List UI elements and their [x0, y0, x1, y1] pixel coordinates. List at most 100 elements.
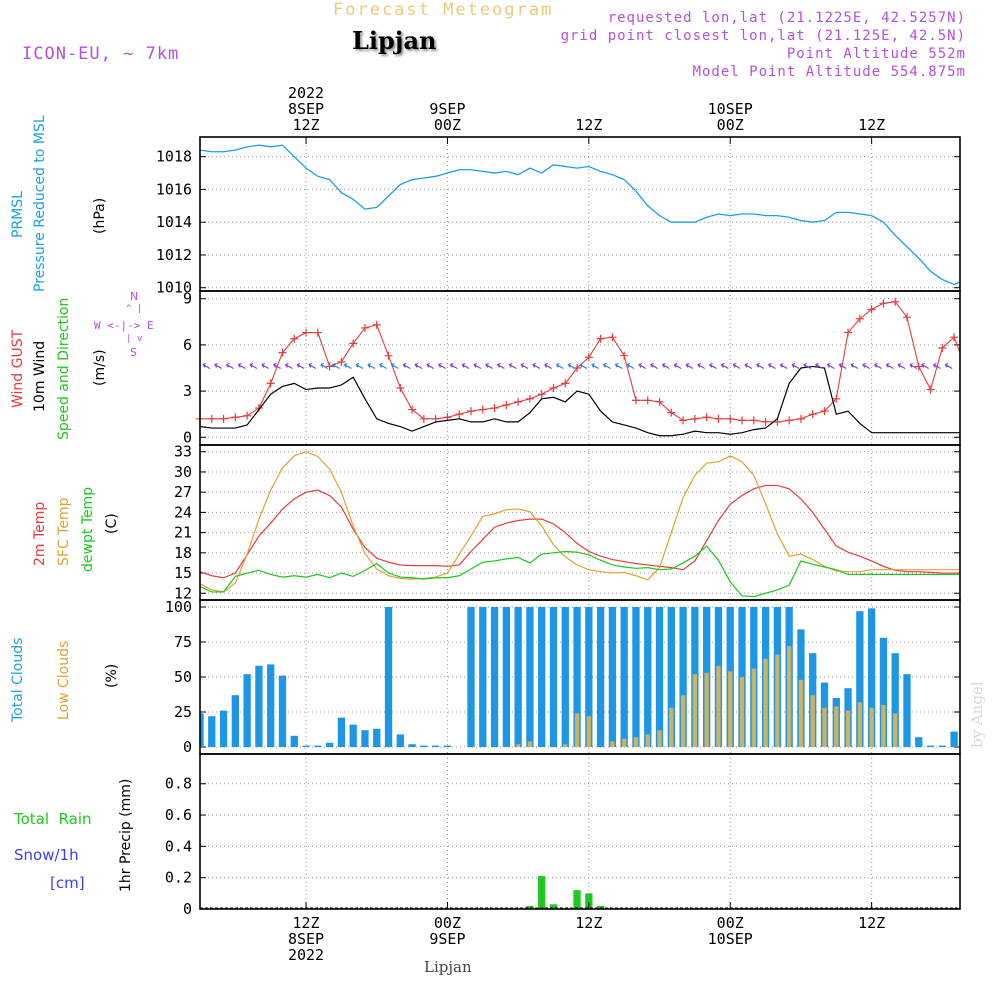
gust-marker [844, 328, 853, 337]
total-cloud-bar [255, 665, 263, 747]
wind-direction-arrow [744, 362, 753, 369]
y-tick-label: 1016 [156, 180, 192, 198]
total-cloud-bar [573, 607, 581, 747]
total-cloud-bar [950, 731, 958, 747]
gust-marker [219, 414, 228, 423]
gust-marker [926, 385, 935, 394]
gust-marker [490, 404, 499, 413]
wind-direction-arrow [320, 362, 328, 369]
y-tick-label: 0.2 [165, 869, 192, 887]
gust-marker [467, 407, 476, 416]
low-cloud-bar [680, 695, 686, 747]
top-time-label: 00Z [434, 116, 461, 134]
wind-direction-arrow [661, 362, 670, 369]
total-cloud-bar [538, 607, 546, 747]
total-cloud-bar [432, 745, 440, 747]
wind-direction-arrow [897, 362, 906, 369]
gust-marker [820, 407, 829, 416]
total-cloud-bar [514, 607, 522, 747]
bottom-time-label: 10SEP [708, 930, 753, 948]
wind-direction-arrow [202, 362, 211, 369]
compass-arrow-n: ^ | [126, 304, 143, 314]
low-cloud-bar [692, 674, 698, 747]
gust-marker [596, 334, 605, 343]
wind-direction-arrow [697, 362, 706, 369]
y-tick-label: 15 [174, 564, 192, 582]
bottom-time-label: 12Z [858, 914, 885, 932]
y-tick-label: 21 [174, 524, 192, 542]
t2m-line [200, 484, 960, 579]
wind-direction-arrow [732, 362, 741, 369]
total-cloud-bar [200, 713, 204, 747]
wind-direction-arrow [461, 362, 470, 369]
total-cloud-bar [219, 710, 228, 747]
wind-direction-arrow [485, 362, 493, 369]
y-tick-label: 1018 [156, 148, 192, 166]
gust-marker [478, 405, 487, 414]
gust-marker [667, 408, 676, 417]
product-title: Forecast Meteogram [333, 0, 554, 20]
wind-direction-arrow [932, 362, 941, 369]
gust-marker [360, 323, 369, 332]
gust-marker [643, 396, 652, 405]
low-cloud-bar [669, 707, 674, 747]
total-cloud-bar [549, 607, 558, 747]
bottom-time-label: 12Z [575, 914, 602, 932]
y-tick-label: 1010 [156, 279, 192, 297]
gust-marker [514, 397, 523, 406]
gust-marker [679, 416, 688, 425]
y-tick-label: 0 [183, 428, 192, 446]
total-cloud-bar [891, 653, 899, 747]
y-tick-label: 18 [174, 544, 192, 562]
gust-marker [384, 351, 393, 360]
wind-direction-arrow [756, 362, 764, 369]
top-time-label: 12Z [292, 116, 319, 134]
wind-direction-arrow [803, 362, 812, 369]
wind-direction-arrow [826, 362, 835, 369]
total-cloud-bar [396, 734, 404, 747]
gust-marker [455, 410, 464, 419]
gust-marker [808, 410, 817, 419]
y-tick-label: 75 [174, 633, 192, 651]
total-cloud-bar [879, 637, 888, 747]
low-cloud-bar [515, 744, 521, 747]
y-tick-label: 0.8 [165, 775, 192, 793]
total-cloud-bar [644, 607, 652, 747]
gust-line [200, 301, 960, 423]
gust-marker [243, 411, 252, 420]
gust-marker [655, 397, 664, 406]
wind-direction-arrow [673, 362, 682, 369]
y-tick-label: 12 [174, 584, 192, 602]
wind-direction-arrow [237, 362, 246, 369]
wind-direction-arrow [520, 362, 529, 369]
low-cloud-bar [798, 679, 804, 747]
wind-direction-arrow [874, 362, 882, 369]
panel-frame [199, 753, 961, 910]
low-cloud-bar [751, 668, 756, 747]
wind-direction-arrow [225, 362, 234, 369]
low-cloud-bar [728, 671, 733, 747]
top-time-label: 12Z [858, 116, 885, 134]
wind-direction-arrow [626, 362, 635, 369]
gust-marker [950, 333, 959, 342]
y-tick-label: 50 [174, 668, 192, 686]
total-cloud-bar [384, 607, 393, 747]
wind-direction-arrow [414, 362, 423, 369]
rain-bar [585, 893, 593, 909]
top-time-label: 00Z [717, 116, 744, 134]
wind-direction-arrow [284, 362, 293, 369]
low-cloud-bar [810, 695, 815, 747]
wind-direction-arrow [449, 362, 458, 369]
top-time-label: 12Z [575, 116, 602, 134]
y-tick-label: 30 [174, 463, 192, 481]
wind-direction-arrow [367, 362, 376, 369]
low-cloud-bar [763, 658, 768, 747]
wind-direction-arrow [614, 362, 623, 369]
low-cloud-bar [786, 646, 792, 747]
low-cloud-bar [645, 734, 650, 747]
wind-direction-arrow [390, 362, 399, 369]
grid-point-coords: grid point closest lon,lat (21.125E, 42.… [560, 28, 966, 44]
gust-marker [631, 396, 640, 405]
top-time-label: 8SEP [288, 100, 324, 118]
gust-marker [914, 362, 923, 371]
